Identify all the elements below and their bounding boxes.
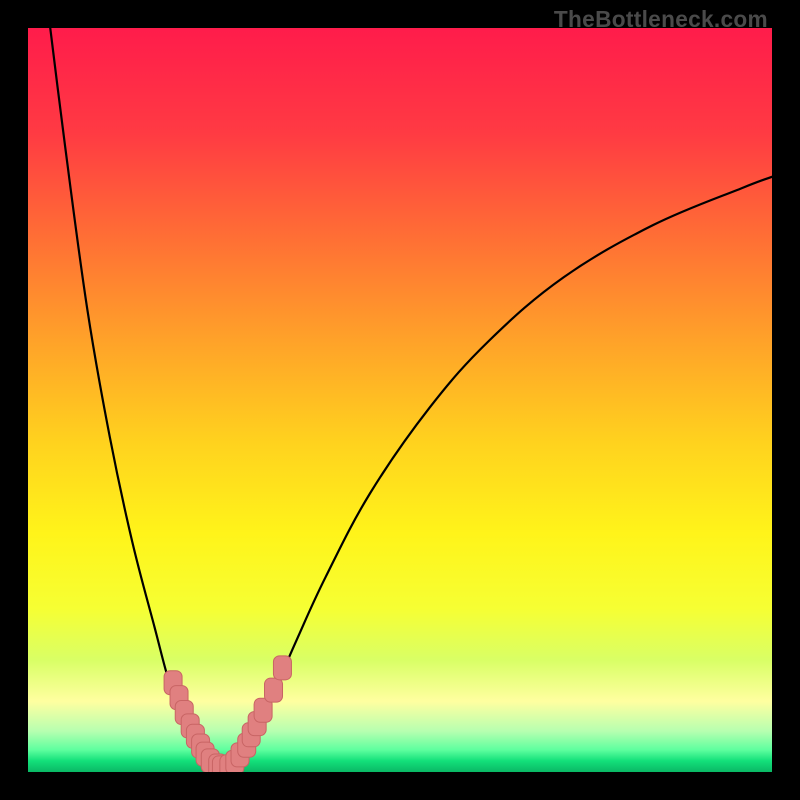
chart-frame: TheBottleneck.com <box>0 0 800 800</box>
data-marker <box>265 678 283 702</box>
plot-area <box>28 28 772 772</box>
marker-layer <box>28 28 772 772</box>
data-marker <box>273 656 291 680</box>
watermark-text: TheBottleneck.com <box>554 6 768 33</box>
